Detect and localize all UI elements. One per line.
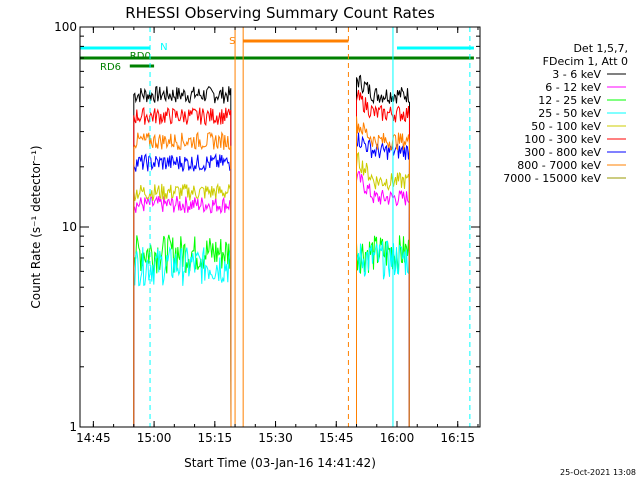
legend-entry-label: 25 - 50 keV [538,107,601,120]
series-layer [133,74,411,428]
legend-header: Det 1,5,7, [573,42,628,55]
plot-frame [79,26,481,428]
series-line-4 [356,151,411,428]
y-axis-label: Count Rate (s⁻¹ detector⁻¹) [29,145,43,308]
legend-header: FDecim 1, Att 0 [543,55,628,68]
y-tick-label: 1 [69,420,77,434]
series-line-7 [356,116,411,428]
x-tick-label: 15:15 [198,431,233,445]
series-line-4 [133,182,232,428]
series-line-1 [133,195,232,428]
series-line-6 [356,132,410,428]
series-line-3 [356,240,410,428]
flag-rd0-label: RD0 [130,51,151,62]
event-lines-layer [79,27,471,427]
x-tick-label: 16:15 [440,431,475,445]
series-line-3 [133,246,232,428]
series-line-5 [133,106,232,428]
x-tick-label: 15:00 [137,431,172,445]
legend-entry-label: 7000 - 15000 keV [503,172,601,185]
timestamp: 25-Oct-2021 13:08 [560,468,636,477]
ticks-layer: 14:45 15:00 15:15 15:30 15:45 16:00 16:15 1 10 10… [54,20,480,445]
x-tick-label: 15:45 [319,431,354,445]
series-line-0 [133,85,232,428]
y-tick-label: 100 [54,20,77,34]
x-tick-label: 15:30 [258,431,293,445]
legend-entry-label: 800 - 7000 keV [517,159,601,172]
chart-title: RHESSI Observing Summary Count Rates [125,4,435,22]
flag-rd6-label: RD6 [100,62,121,73]
flags-layer: N S RD0 RD6 [80,36,474,73]
legend-entry-label: 6 - 12 keV [545,81,601,94]
series-line-6 [133,152,232,428]
legend-entry-label: 3 - 6 keV [552,68,601,81]
legend-entry-label: 300 - 800 keV [524,146,601,159]
x-tick-label: 16:00 [380,431,415,445]
series-line-5 [356,89,411,428]
x-axis-label: Start Time (03-Jan-16 14:41:42) [184,456,376,470]
y-tick-label: 10 [62,220,77,234]
legend-entry-label: 100 - 300 keV [524,133,601,146]
legend-entry-label: 50 - 100 keV [531,120,601,133]
series-line-7 [133,131,232,428]
x-tick-label: 14:45 [76,431,111,445]
legend-entry-label: 12 - 25 keV [538,94,601,107]
series-line-1 [356,171,411,428]
flag-s-label: S [229,36,235,47]
flag-n-label: N [160,42,167,53]
series-line-0 [356,74,411,428]
